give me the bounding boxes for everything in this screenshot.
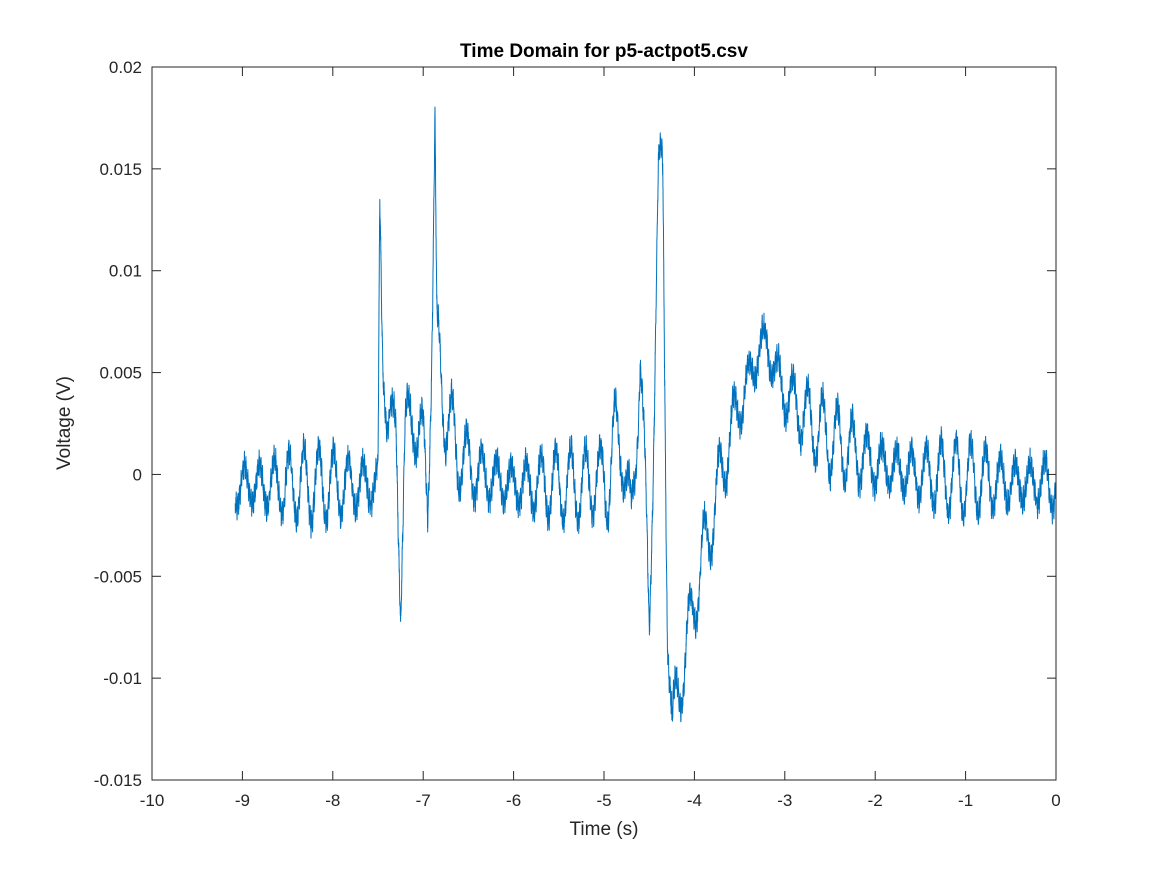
x-tick-label: -10 — [140, 791, 165, 810]
y-tick-label: -0.005 — [94, 567, 142, 586]
y-tick-label: 0.01 — [109, 262, 142, 281]
y-tick-label: 0.02 — [109, 58, 142, 77]
x-tick-label: 0 — [1051, 791, 1060, 810]
signal-line — [234, 106, 1057, 723]
x-tick-label: -6 — [506, 791, 521, 810]
y-tick-label: 0.015 — [99, 160, 142, 179]
y-tick-label: -0.01 — [103, 669, 142, 688]
x-tick-label: -2 — [868, 791, 883, 810]
y-axis: -0.015 -0.01 -0.005 0 0.005 0.01 0.015 0.02 — [94, 58, 1056, 790]
y-tick-label: 0.005 — [99, 364, 142, 383]
x-tick-label: -9 — [235, 791, 250, 810]
x-tick-label: -3 — [777, 791, 792, 810]
x-tick-label: -8 — [325, 791, 340, 810]
x-tick-label: -1 — [958, 791, 973, 810]
y-tick-label: 0 — [133, 465, 142, 484]
y-axis-label: Voltage (V) — [54, 376, 75, 470]
signal-layer — [234, 106, 1057, 723]
x-tick-label: -5 — [596, 791, 611, 810]
chart-title: Time Domain for p5-actpot5.csv — [460, 41, 748, 62]
x-tick-label: -4 — [687, 791, 702, 810]
plot-box — [151, 66, 1057, 781]
x-tick-label: -7 — [416, 791, 431, 810]
x-axis-label: Time (s) — [570, 819, 639, 840]
x-axis: -10 -9 -8 -7 -6 -5 -4 -3 -2 -1 0 — [140, 67, 1061, 810]
y-tick-label: -0.015 — [94, 771, 142, 790]
